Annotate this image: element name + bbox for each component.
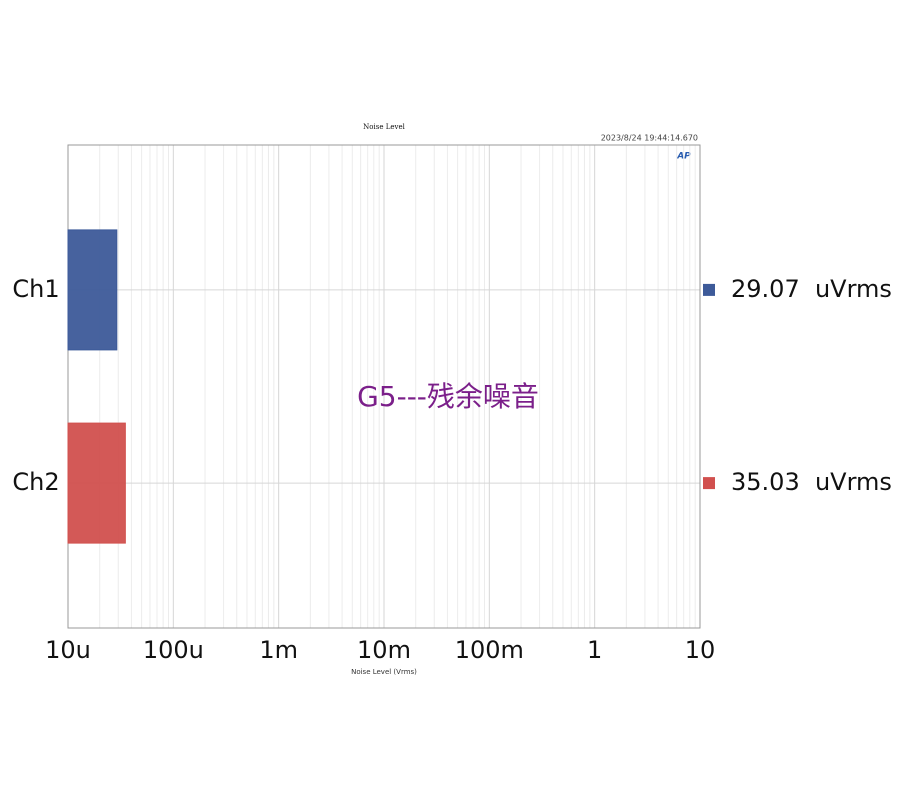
plot-border	[67, 144, 701, 629]
chart-title: Noise Level	[363, 123, 405, 131]
x-tick-label: 100u	[143, 636, 204, 664]
x-tick-label: 1m	[259, 636, 298, 664]
annotation: G5---残余噪音	[357, 380, 539, 413]
x-tick-label: 10m	[357, 636, 411, 664]
y-tick-label: Ch1	[12, 275, 59, 303]
timestamp: 2023/8/24 19:44:14.670	[601, 134, 698, 143]
value-label: 35.03 uVrms	[731, 468, 892, 496]
x-tick-label: 1	[587, 636, 602, 664]
x-tick-label: 100m	[455, 636, 524, 664]
value-label: 29.07 uVrms	[731, 275, 892, 303]
x-tick-label: 10	[685, 636, 716, 664]
bar	[67, 229, 118, 351]
x-axis-label: Noise Level (Vrms)	[351, 668, 417, 676]
bar	[67, 422, 126, 544]
y-tick-label: Ch2	[12, 468, 59, 496]
x-tick-label: 10u	[45, 636, 91, 664]
legend-marker	[703, 283, 715, 296]
plot-area: 10u 100u 1m 10m 100m 1 10 Ch1 29.07 uVrms Ch2 35.0…	[12, 144, 892, 664]
legend-marker	[703, 477, 715, 490]
